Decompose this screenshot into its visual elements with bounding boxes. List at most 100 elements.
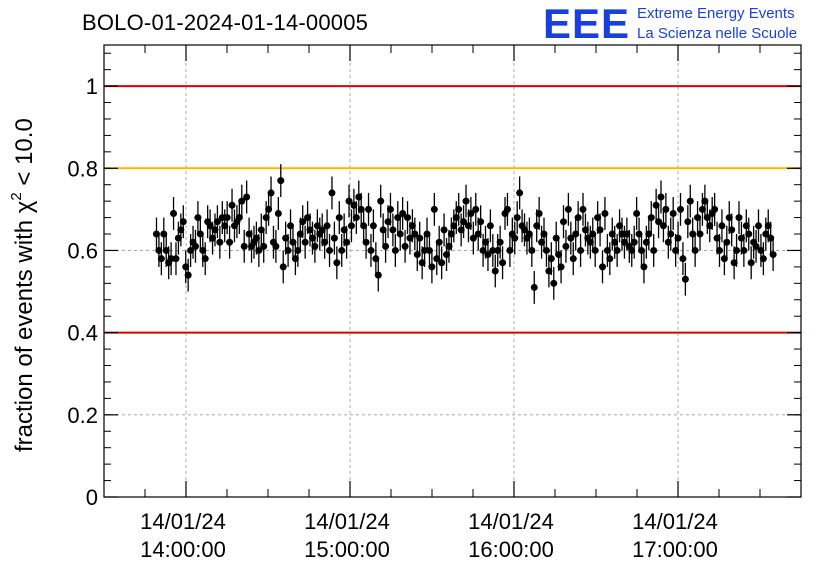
data-point: [618, 230, 626, 238]
data-point: [340, 226, 348, 234]
data-point: [345, 197, 353, 205]
data-point: [391, 246, 399, 254]
data-point: [155, 246, 163, 254]
data-point: [737, 234, 745, 242]
data-point: [684, 218, 692, 226]
data-point: [759, 255, 767, 263]
data-point: [467, 209, 475, 217]
data-point: [360, 222, 368, 230]
data-point: [694, 214, 702, 222]
data-point: [243, 193, 251, 201]
data-point: [213, 218, 221, 226]
data-point: [579, 205, 587, 213]
data-point: [603, 246, 611, 254]
y-tick-label: 0.8: [67, 156, 98, 181]
data-point: [170, 209, 178, 217]
data-point: [277, 177, 285, 185]
data-point: [333, 259, 341, 267]
data-point: [238, 197, 246, 205]
data-point: [343, 238, 351, 246]
reference-lines: [104, 85, 801, 334]
data-point: [562, 242, 570, 250]
axes: 0 0.2 0.4 0.6 0.8 1 14/01/24 14:00:00 14/01/24 15…: [67, 45, 802, 562]
data-point: [201, 255, 209, 263]
data-point: [221, 222, 229, 230]
data-point: [711, 205, 719, 213]
data-point: [681, 275, 689, 283]
data-point: [252, 234, 260, 242]
data-point: [157, 255, 165, 263]
x-tick-time-label: 14:00:00: [140, 537, 226, 562]
y-tick-label: 0.2: [67, 403, 98, 428]
data-point: [206, 222, 214, 230]
data-point: [179, 218, 187, 226]
data-point: [428, 263, 436, 271]
data-point: [272, 242, 280, 250]
data-point: [447, 230, 455, 238]
data-point: [577, 246, 585, 254]
data-point: [287, 222, 295, 230]
data-point: [382, 242, 390, 250]
logo-line-1: Extreme Energy Events: [637, 5, 795, 22]
data-point: [594, 214, 602, 222]
data-point: [591, 246, 599, 254]
data-point: [550, 279, 558, 287]
data-point: [740, 246, 748, 254]
data-point: [313, 222, 321, 230]
data-point: [355, 193, 363, 201]
data-point: [421, 246, 429, 254]
data-point: [255, 246, 263, 254]
data-point: [260, 242, 268, 250]
data-point: [452, 214, 460, 222]
data-point: [503, 205, 511, 213]
x-tick-date-label: 14/01/24: [468, 509, 554, 534]
data-point: [167, 255, 175, 263]
data-point: [596, 226, 604, 234]
data-point: [474, 230, 482, 238]
data-point: [289, 238, 297, 246]
data-point: [769, 251, 777, 259]
data-point: [187, 246, 195, 254]
data-point: [720, 255, 728, 263]
data-point: [672, 246, 680, 254]
data-point: [499, 259, 507, 267]
data-point: [533, 222, 541, 230]
data-point: [516, 189, 524, 197]
data-point: [182, 263, 190, 271]
data-point: [460, 218, 468, 226]
data-point: [528, 246, 536, 254]
data-point: [384, 218, 392, 226]
data-point: [657, 193, 665, 201]
data-point: [713, 234, 721, 242]
x-tick-time-label: 15:00:00: [304, 537, 390, 562]
data-point: [477, 218, 485, 226]
data-point: [350, 201, 358, 209]
data-point: [223, 214, 231, 222]
data-point: [450, 222, 458, 230]
data-point: [245, 230, 253, 238]
data-point: [330, 234, 338, 242]
x-tick-time-label: 16:00:00: [468, 537, 554, 562]
data-point: [564, 205, 572, 213]
data-point: [469, 234, 477, 242]
data-point: [581, 226, 589, 234]
data-point: [411, 230, 419, 238]
data-point: [228, 201, 236, 209]
data-point: [267, 189, 275, 197]
data-point: [386, 205, 394, 213]
data-point: [284, 246, 292, 254]
data-point: [552, 234, 560, 242]
data-point: [674, 234, 682, 242]
data-point: [482, 238, 490, 246]
data-point: [620, 238, 628, 246]
data-point: [623, 230, 631, 238]
data-point: [177, 226, 185, 234]
data-point: [521, 226, 529, 234]
data-point: [216, 238, 224, 246]
eee-logo-mark: EEE: [543, 0, 631, 47]
data-point: [767, 234, 775, 242]
data-point: [730, 259, 738, 267]
data-point: [628, 246, 636, 254]
data-point: [679, 255, 687, 263]
data-point: [406, 234, 414, 242]
